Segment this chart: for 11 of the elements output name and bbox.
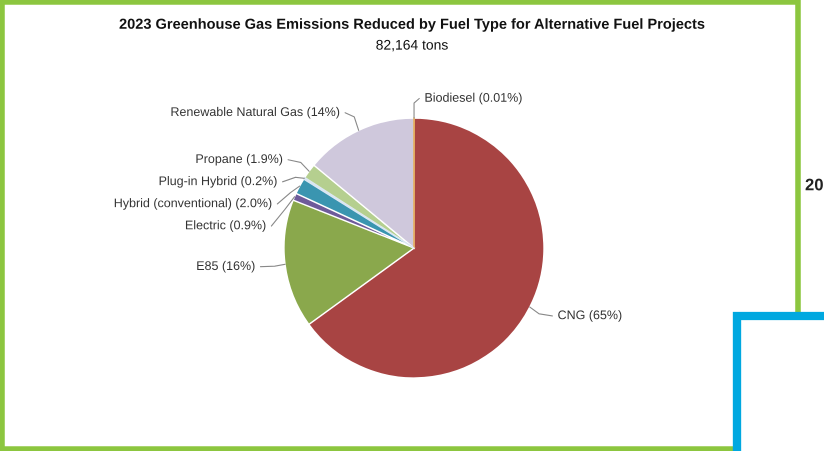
slice-label: Biodiesel (0.01%): [425, 92, 522, 104]
slice-label: Hybrid (conventional) (2.0%): [114, 198, 272, 210]
chart-subtitle: 82,164 tons: [376, 40, 448, 52]
slice-label: CNG (65%): [558, 310, 622, 322]
text: 20: [806, 178, 823, 190]
slice-label: Renewable Natural Gas (14%): [171, 106, 340, 119]
chart-title: 2023 Greenhouse Gas Emissions Reduced by Fuel Type for Alternative Fuel Projects: [120, 18, 704, 32]
slice-label: Propane (1.9%): [196, 154, 282, 166]
slice-label: Plug-in Hybrid (0.2%): [160, 176, 277, 188]
slice-label: E85 (16%): [197, 260, 255, 273]
slice-label: Electric (0.9%): [186, 220, 266, 232]
